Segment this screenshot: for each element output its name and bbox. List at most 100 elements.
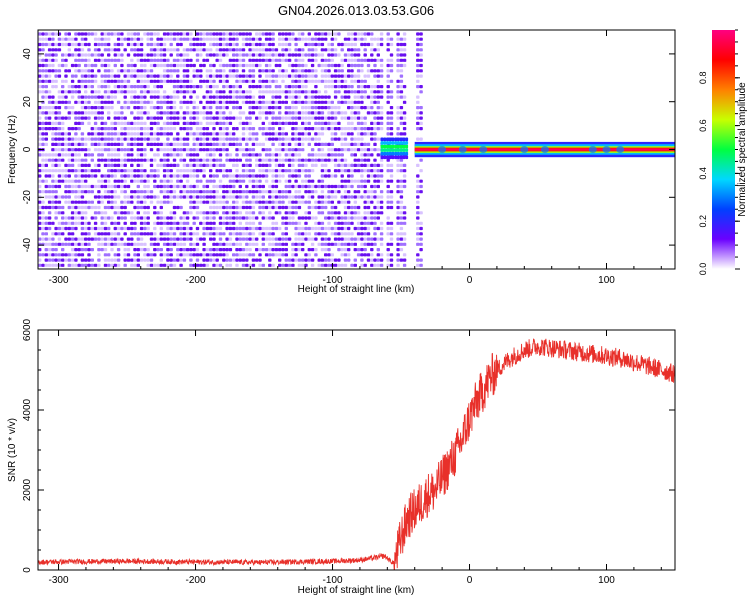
heatmap-cell: [87, 148, 91, 152]
heatmap-cell: [261, 111, 265, 115]
heatmap-cell: [80, 190, 85, 194]
heatmap-cell: [51, 58, 55, 62]
heatmap-cell: [396, 144, 400, 149]
heatmap-cell: [97, 158, 101, 162]
heatmap-cell: [419, 184, 423, 189]
heatmap-cell: [107, 226, 111, 231]
heatmap-cell: [176, 258, 180, 262]
heatmap-cell: [136, 58, 140, 62]
heatmap-cell: [126, 106, 131, 110]
heatmap-cell: [291, 184, 295, 189]
heatmap-cell: [212, 153, 216, 157]
heatmap-cell: [116, 32, 121, 36]
heatmap-cell: [396, 190, 400, 194]
heatmap-cell: [274, 174, 279, 178]
heatmap-cell: [363, 216, 367, 220]
heatmap-cell: [294, 116, 298, 120]
heatmap-cell: [84, 153, 88, 157]
heatmap-cell: [225, 153, 229, 157]
heatmap-cell: [97, 53, 101, 57]
heatmap-cell: [159, 111, 163, 115]
heatmap-cell: [317, 137, 321, 141]
heatmap-cell: [70, 85, 75, 89]
heatmap-cell: [130, 211, 134, 215]
heatmap-cell: [199, 53, 203, 57]
heatmap-cell: [156, 53, 160, 57]
heatmap-cell: [356, 226, 361, 231]
heatmap-cell: [80, 263, 85, 267]
heatmap-cell: [366, 253, 371, 257]
heatmap-cell: [47, 42, 52, 47]
heatmap-cell: [347, 142, 351, 146]
heatmap-cell: [84, 37, 88, 41]
heatmap-cell: [100, 121, 104, 125]
heatmap-cell: [245, 232, 249, 236]
heatmap-cell: [41, 142, 45, 146]
heatmap-cell: [51, 106, 55, 110]
heatmap-cell: [47, 121, 52, 125]
heatmap-cell: [57, 132, 62, 136]
heatmap-cell: [215, 100, 219, 104]
heatmap-cell: [192, 100, 196, 104]
heatmap-cell: [123, 258, 127, 262]
heatmap-cell: [255, 85, 259, 89]
heatmap-cell: [340, 127, 344, 131]
heatmap-cell: [113, 232, 117, 236]
heatmap-cell: [166, 32, 170, 36]
heatmap-cell: [370, 163, 374, 167]
heatmap-cell: [47, 200, 52, 204]
heatmap-cell: [347, 184, 351, 189]
heatmap-cell: [363, 148, 367, 152]
heatmap-cell: [54, 53, 58, 57]
heatmap-cell: [123, 221, 127, 225]
heatmap-cell: [343, 263, 348, 267]
heatmap-cell: [225, 237, 229, 241]
heatmap-cell: [38, 90, 42, 94]
heatmap-cell: [264, 148, 269, 152]
heatmap-cell: [320, 174, 325, 178]
heatmap-cell: [388, 148, 392, 152]
heatmap-cell: [41, 79, 45, 83]
heatmap-cell: [51, 53, 55, 57]
heatmap-cell: [356, 111, 361, 115]
heatmap-cell: [274, 237, 279, 241]
heatmap-cell: [199, 63, 203, 68]
heatmap-cell: [218, 74, 223, 78]
heatmap-cell: [301, 58, 305, 62]
heatmap-cell: [202, 42, 206, 47]
heatmap-cell: [307, 205, 311, 210]
heatmap-cell: [90, 53, 94, 57]
heatmap-cell: [176, 132, 180, 136]
heatmap-cell: [77, 174, 81, 178]
heatmap-cell: [90, 132, 94, 136]
heatmap-cell: [176, 111, 180, 115]
heatmap-cell: [64, 37, 68, 41]
heatmap-cell: [314, 37, 318, 41]
heatmap-cell: [317, 95, 321, 99]
heatmap-cell: [172, 174, 177, 178]
heatmap-cell: [139, 48, 144, 52]
heatmap-cell: [360, 90, 364, 94]
heatmap-cell: [353, 200, 357, 204]
heatmap-cell: [324, 253, 328, 257]
heatmap-cell: [360, 63, 364, 68]
heatmap-cell: [74, 69, 78, 73]
heatmap-cell: [396, 48, 400, 52]
heatmap-cell: [116, 148, 121, 152]
heatmap-cell: [399, 148, 403, 152]
heatmap-cell: [41, 127, 45, 131]
heatmap-cell: [209, 53, 213, 57]
heatmap-cell: [383, 137, 387, 142]
heatmap-cell: [264, 100, 269, 104]
heatmap-cell: [70, 111, 75, 115]
heatmap-cell: [87, 32, 91, 36]
heatmap-cell: [399, 85, 404, 89]
heatmap-cell: [70, 137, 75, 141]
heatmap-cell: [189, 237, 193, 241]
heatmap-cell: [228, 242, 233, 246]
heatmap-cell: [271, 90, 275, 94]
heatmap-cell: [149, 116, 154, 120]
heatmap-cell: [162, 58, 167, 62]
heatmap-cell: [258, 142, 262, 146]
heatmap-cell: [251, 42, 256, 47]
